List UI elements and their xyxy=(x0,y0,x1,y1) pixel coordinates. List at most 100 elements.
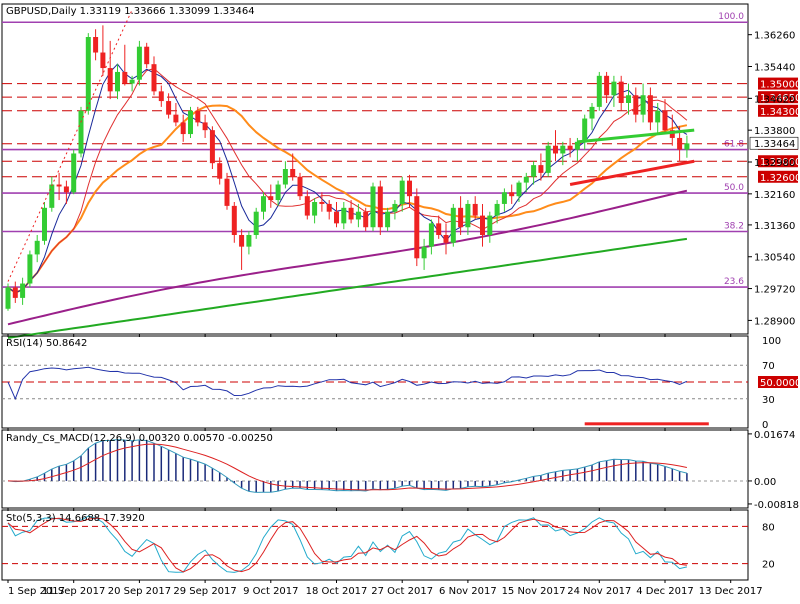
candle-body[interactable] xyxy=(71,153,77,193)
candle-body[interactable] xyxy=(596,75,602,107)
candle-body[interactable] xyxy=(385,211,391,228)
candle-body[interactable] xyxy=(669,130,675,138)
candle-body[interactable] xyxy=(129,79,135,84)
candle-body[interactable] xyxy=(355,211,361,220)
rsi-panel[interactable]: 100 70 50.0000 30 0 RSI(14) 50.8642 xyxy=(1,335,800,431)
candle-body[interactable] xyxy=(436,223,442,235)
candle-body[interactable] xyxy=(239,235,245,247)
candle-body[interactable] xyxy=(501,192,507,204)
candle-body[interactable] xyxy=(188,110,193,135)
candle-body[interactable] xyxy=(428,223,434,247)
candle-body[interactable] xyxy=(589,106,595,119)
candle-body[interactable] xyxy=(363,211,369,228)
candle-body[interactable] xyxy=(647,95,653,123)
trendlines[interactable] xyxy=(7,9,695,282)
candle-body[interactable] xyxy=(312,202,318,216)
candle-body[interactable] xyxy=(34,240,40,255)
candle-body[interactable] xyxy=(261,196,266,212)
trendline-green[interactable] xyxy=(577,128,695,144)
candle-body[interactable] xyxy=(582,118,588,142)
candle-body[interactable] xyxy=(246,235,252,247)
candle-body[interactable] xyxy=(136,46,142,80)
candle-body[interactable] xyxy=(195,110,201,123)
candle-body[interactable] xyxy=(560,145,566,154)
candle-body[interactable] xyxy=(100,52,106,69)
candle-body[interactable] xyxy=(12,287,18,298)
candle-body[interactable] xyxy=(480,215,485,235)
candle-body[interactable] xyxy=(509,192,515,197)
candle-body[interactable] xyxy=(107,68,113,92)
candle-body[interactable] xyxy=(275,184,281,201)
candle-body[interactable] xyxy=(494,203,500,216)
candle-body[interactable] xyxy=(618,81,624,103)
candle-body[interactable] xyxy=(224,178,230,206)
candle-body[interactable] xyxy=(231,205,237,235)
candle-body[interactable] xyxy=(49,184,55,208)
candle-body[interactable] xyxy=(85,37,91,111)
candle-body[interactable] xyxy=(158,91,164,102)
candle-body[interactable] xyxy=(282,169,288,185)
candle-body[interactable] xyxy=(458,207,464,228)
candle-body[interactable] xyxy=(370,186,376,228)
candle-body[interactable] xyxy=(115,71,120,92)
sto-panel[interactable]: 80 20 Sto(5,3,3) 14.6688 17.3920 xyxy=(1,509,775,581)
candle-body[interactable] xyxy=(326,203,332,212)
candle-body[interactable] xyxy=(78,110,84,154)
candle-body[interactable] xyxy=(611,81,617,96)
candle-body[interactable] xyxy=(253,211,259,235)
candle-body[interactable] xyxy=(144,46,150,65)
candle-body[interactable] xyxy=(56,184,62,187)
candle-body[interactable] xyxy=(202,122,208,131)
candle-body[interactable] xyxy=(42,207,47,241)
candle-body[interactable] xyxy=(574,141,580,150)
candle-body[interactable] xyxy=(217,163,223,179)
candle-body[interactable] xyxy=(655,110,661,123)
candle-body[interactable] xyxy=(319,202,325,204)
macd-panel[interactable]: 0.01674 0.00 -0.00818 Randy_Cs_MACD(12,26,… xyxy=(1,429,799,511)
candle-body[interactable] xyxy=(304,196,310,216)
candle-body[interactable] xyxy=(348,207,354,220)
candle-body[interactable] xyxy=(531,165,537,177)
candle-body[interactable] xyxy=(20,283,26,298)
candle-body[interactable] xyxy=(443,235,449,243)
candle-body[interactable] xyxy=(407,180,412,197)
candle-body[interactable] xyxy=(290,169,296,177)
candle-body[interactable] xyxy=(626,95,631,103)
candle-body[interactable] xyxy=(392,203,398,212)
candle-body[interactable] xyxy=(180,122,186,135)
candle-body[interactable] xyxy=(633,95,639,115)
candle-body[interactable] xyxy=(604,75,610,96)
candle-body[interactable] xyxy=(151,64,157,92)
candle-body[interactable] xyxy=(545,145,551,173)
candle-body[interactable] xyxy=(538,165,544,173)
candle-body[interactable] xyxy=(334,211,339,224)
candle-body[interactable] xyxy=(63,186,69,193)
candle-body[interactable] xyxy=(209,130,215,164)
candlesticks[interactable] xyxy=(5,25,690,311)
candle-body[interactable] xyxy=(421,246,427,259)
candle-body[interactable] xyxy=(523,176,529,183)
candle-body[interactable] xyxy=(377,186,383,228)
candle-body[interactable] xyxy=(414,196,420,259)
candle-body[interactable] xyxy=(93,37,99,53)
candle-body[interactable] xyxy=(472,203,478,216)
trendline-red[interactable] xyxy=(569,159,695,187)
candle-body[interactable] xyxy=(268,196,274,201)
candle-body[interactable] xyxy=(553,145,558,154)
candle-body[interactable] xyxy=(465,203,471,228)
candle-body[interactable] xyxy=(684,143,690,150)
candle-body[interactable] xyxy=(166,101,172,115)
candle-body[interactable] xyxy=(487,215,493,235)
candle-body[interactable] xyxy=(677,137,683,150)
candle-body[interactable] xyxy=(122,71,128,84)
candle-body[interactable] xyxy=(640,95,646,115)
main-panel[interactable]: 100.061.850.038.223.6 1.350001.346501.34… xyxy=(1,3,800,339)
candle-body[interactable] xyxy=(567,145,573,150)
candle-body[interactable] xyxy=(341,207,347,224)
candle-body[interactable] xyxy=(27,254,33,284)
candle-body[interactable] xyxy=(297,176,303,197)
candle-body[interactable] xyxy=(5,287,11,309)
candle-body[interactable] xyxy=(173,114,179,123)
candle-body[interactable] xyxy=(516,182,522,197)
